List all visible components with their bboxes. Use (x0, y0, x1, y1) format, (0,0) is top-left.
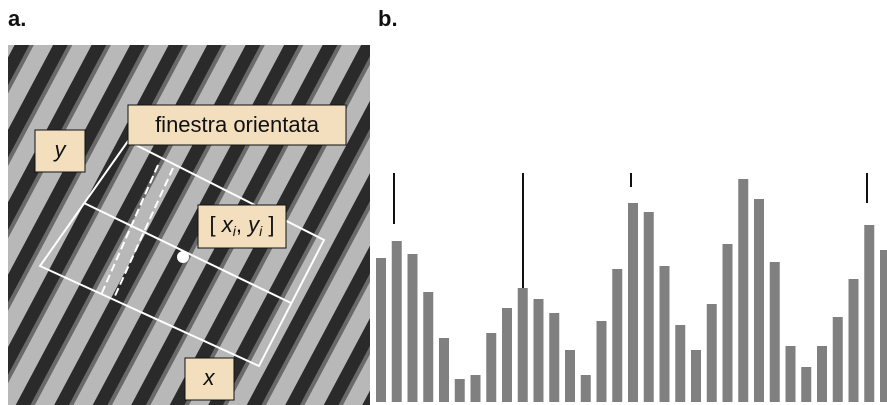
bar (518, 288, 528, 402)
bar (392, 241, 402, 402)
panel-label: a. (8, 6, 26, 31)
bar (754, 199, 764, 402)
bar (864, 225, 874, 402)
panel-label: b. (378, 6, 398, 31)
bar (376, 258, 386, 402)
bar (471, 375, 481, 402)
bar (486, 333, 496, 402)
point-label-part: ] (262, 212, 274, 237)
bar (738, 179, 748, 402)
bar (549, 313, 559, 402)
bar (581, 375, 591, 402)
bar (880, 250, 887, 402)
bar (644, 212, 654, 402)
point-label-part: [ (210, 212, 222, 237)
bar (502, 308, 512, 402)
bar (660, 266, 670, 402)
figure: a. b. y finestra orientata [ xi, yi ] x (0, 0, 887, 405)
bar (455, 379, 465, 402)
bar (691, 350, 701, 402)
bar (408, 254, 418, 402)
bar (723, 244, 733, 402)
bar (423, 292, 433, 402)
bar (801, 367, 811, 402)
point-label-part: , (236, 212, 248, 237)
bar (675, 325, 685, 402)
bar (833, 317, 843, 402)
window-label: finestra orientata (155, 112, 320, 137)
fingerprint-image (8, 45, 370, 405)
bar (612, 269, 622, 402)
bar (849, 279, 859, 402)
bar (534, 299, 544, 402)
bar (770, 262, 780, 402)
axis-label: x (203, 365, 216, 390)
point-label: [ xi, yi ] (210, 212, 275, 239)
bar (817, 346, 827, 402)
bar (597, 321, 607, 402)
axis-label: y (53, 137, 68, 162)
bar (439, 338, 449, 402)
bar (628, 203, 638, 402)
center-point (177, 251, 189, 263)
bar (786, 346, 796, 402)
bar (707, 304, 717, 402)
bar (565, 350, 575, 402)
